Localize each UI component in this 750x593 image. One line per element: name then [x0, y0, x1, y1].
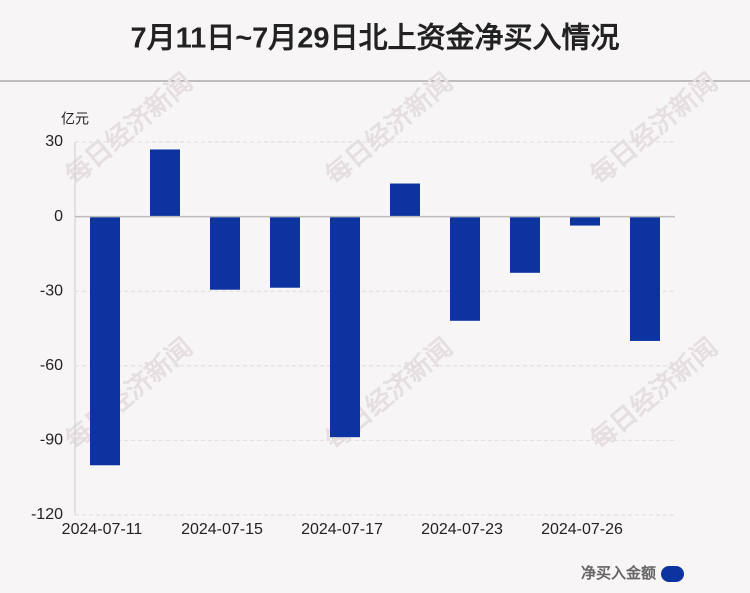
- y-tick-label: 30: [45, 133, 63, 150]
- bar: [210, 216, 240, 290]
- bar: [390, 183, 420, 217]
- bar: [630, 216, 660, 341]
- bar: [330, 216, 360, 438]
- x-tick-label: 2024-07-17: [301, 521, 383, 538]
- bar: [270, 216, 300, 288]
- bar: [450, 216, 480, 321]
- chart-title: 7月11日~7月29日北上资金净买入情况: [130, 21, 619, 55]
- bar: [90, 216, 120, 466]
- y-tick-label: 0: [54, 208, 63, 225]
- y-tick-label: -120: [31, 506, 63, 523]
- x-tick-label: 2024-07-26: [541, 521, 623, 538]
- y-unit: 亿元: [61, 111, 89, 127]
- y-tick-label: -60: [40, 357, 63, 374]
- x-tick-label: 2024-07-15: [181, 521, 263, 538]
- y-tick-label: -30: [40, 282, 63, 299]
- x-tick-label: 2024-07-11: [62, 521, 143, 538]
- legend-swatch: [661, 566, 684, 582]
- y-tick-label: -90: [40, 432, 63, 449]
- x-tick-label: 2024-07-23: [421, 521, 503, 538]
- bar: [510, 216, 540, 273]
- bar: [570, 216, 600, 226]
- bar: [150, 149, 180, 217]
- legend-label: 净买入金额: [581, 564, 656, 582]
